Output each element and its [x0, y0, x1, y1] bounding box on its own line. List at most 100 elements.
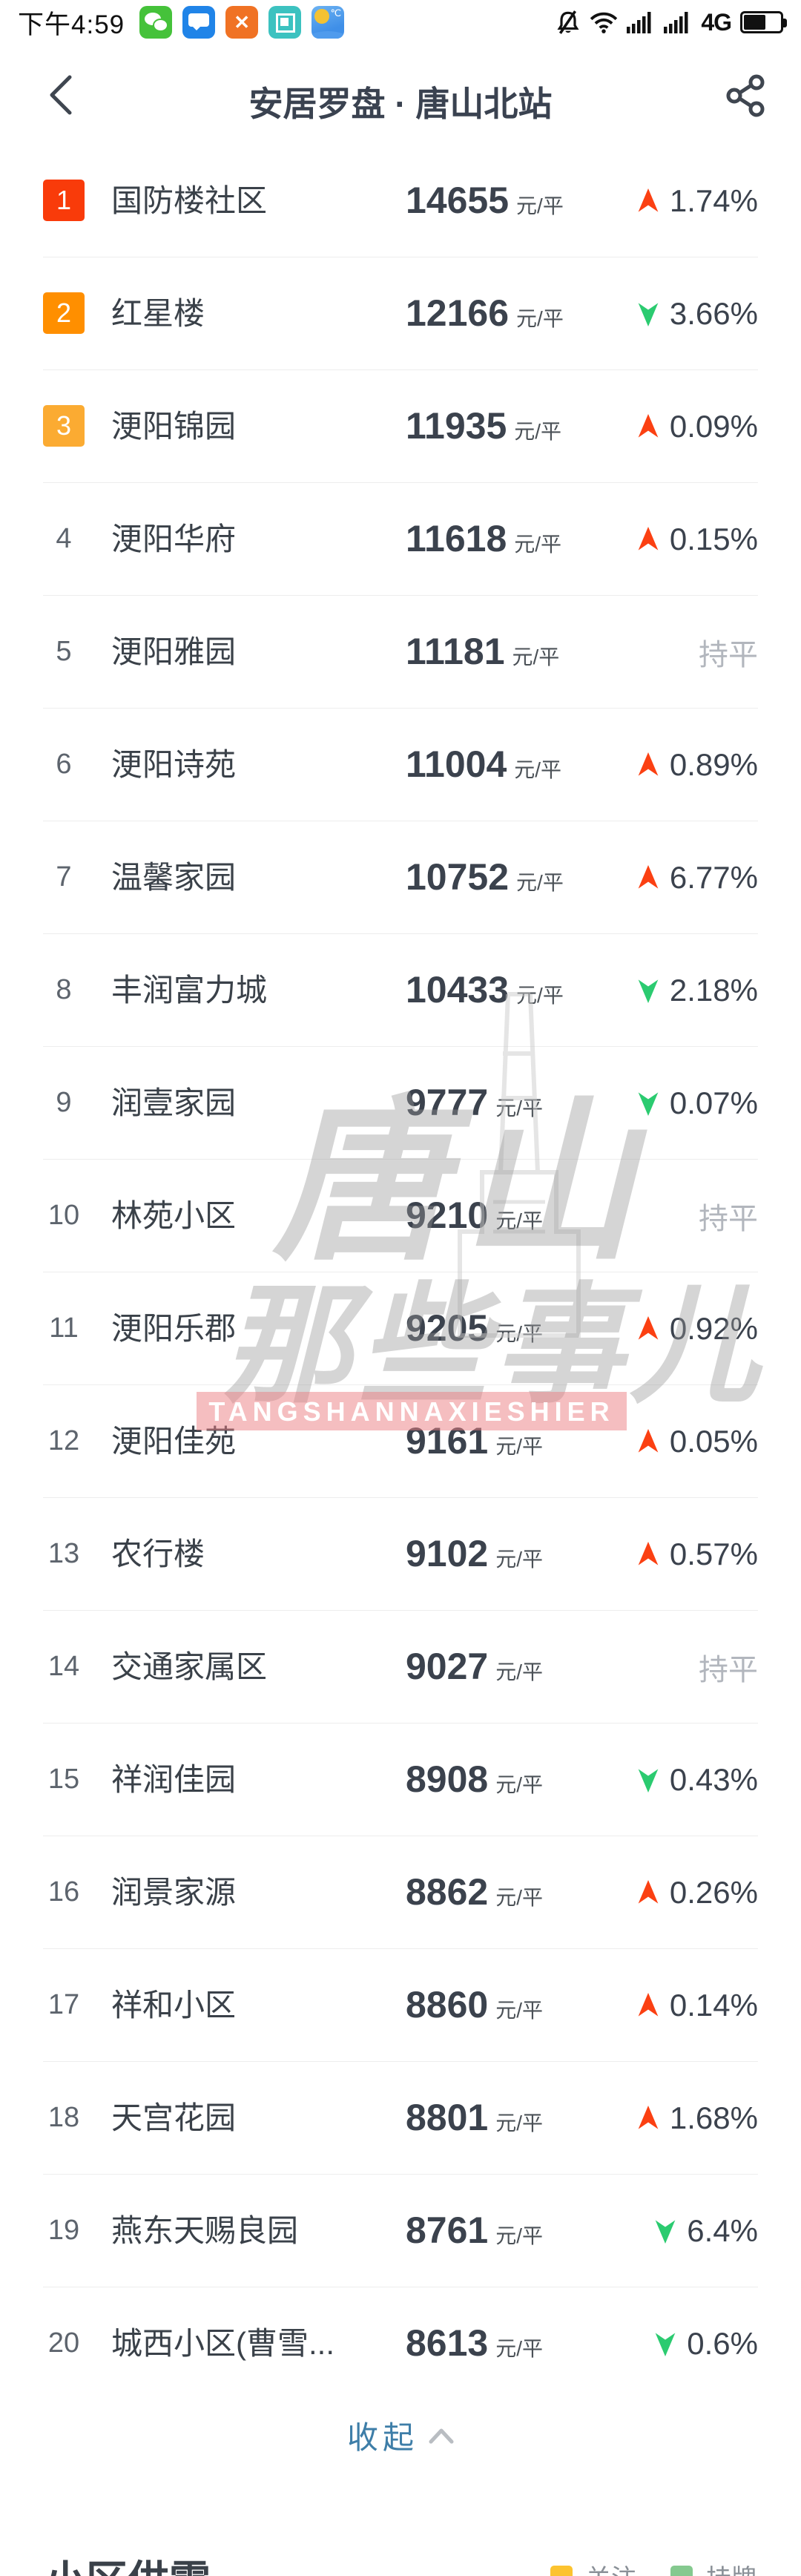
change-percent: 6.77%: [669, 859, 758, 895]
price-cell: 11181 元/平: [406, 596, 559, 708]
list-item[interactable]: 15 祥润佳园 8908 元/平 0.43% 持平: [43, 1724, 758, 1836]
up-arrow-icon: [638, 413, 659, 438]
price-cell: 8761 元/平: [406, 2175, 543, 2287]
back-button[interactable]: [46, 73, 76, 117]
down-arrow-icon: [655, 2219, 676, 2244]
rank-badge: 12: [47, 1425, 80, 1456]
up-arrow-icon: [638, 1541, 659, 1565]
price-cell: 9210 元/平: [406, 1160, 543, 1272]
notification-icons: ℃: [139, 6, 345, 39]
legend-listing-swatch: [670, 2565, 693, 2576]
up-arrow-icon: [638, 752, 659, 776]
price-unit: 元/平: [495, 1435, 544, 1458]
up-arrow-icon: [638, 864, 659, 889]
community-name: 浭阳雅园: [111, 634, 237, 669]
list-item[interactable]: 11 浭阳乐郡 9205 元/平 0.92% 持平: [43, 1272, 758, 1385]
community-name: 浭阳乐郡: [111, 1311, 237, 1346]
price-ranking-list: 1 国防楼社区 14655 元/平 1.74% 持平 2 红星楼: [0, 145, 801, 2399]
price-cell: 11618 元/平: [406, 483, 561, 595]
rank-badge: 5: [56, 636, 72, 667]
rank-badge: 8: [56, 974, 72, 1005]
price-unit: 元/平: [495, 2112, 544, 2135]
price-cell: 9027 元/平: [406, 1611, 543, 1723]
legend-follow-label: 关注: [586, 2558, 636, 2576]
rank-badge: 10: [47, 1200, 80, 1231]
list-item[interactable]: 5 浭阳雅园 11181 元/平 持平: [43, 596, 758, 709]
price-cell: 8613 元/平: [406, 2287, 543, 2399]
rank-badge: 9: [56, 1087, 72, 1118]
flat-label: 持平: [699, 1653, 758, 1686]
list-item[interactable]: 12 浭阳佳苑 9161 元/平 0.05% 持平: [43, 1385, 758, 1498]
list-item[interactable]: 6 浭阳诗苑 11004 元/平 0.89% 持平: [43, 709, 758, 821]
change-percent: 0.14%: [669, 1987, 758, 2023]
change-percent: 1.74%: [669, 183, 758, 218]
price-unit: 元/平: [516, 984, 564, 1007]
price-value: 9210: [406, 1195, 489, 1236]
list-item[interactable]: 7 温馨家园 10752 元/平 6.77% 持平: [43, 821, 758, 934]
up-arrow-icon: [638, 188, 659, 212]
price-unit: 元/平: [514, 420, 562, 443]
mute-icon: [557, 10, 579, 34]
change-cell: 6.77% 持平: [637, 821, 758, 933]
rank-badge: 7: [56, 861, 72, 893]
change-cell: 0.43% 持平: [637, 1724, 758, 1836]
up-arrow-icon: [638, 1315, 659, 1340]
price-cell: 10433 元/平: [406, 934, 564, 1046]
screenshot-icon: [268, 6, 302, 39]
list-item[interactable]: 16 润景家源 8862 元/平 0.26% 持平: [43, 1836, 758, 1949]
list-item[interactable]: 2 红星楼 12166 元/平 3.66% 持平: [43, 257, 758, 370]
collapse-button[interactable]: 收起: [0, 2385, 801, 2485]
price-unit: 元/平: [495, 2337, 544, 2360]
list-item[interactable]: 3 浭阳锦园 11935 元/平 0.09% 持平: [43, 370, 758, 483]
price-value: 14655: [406, 180, 510, 221]
status-bar: 下午4:59 ℃: [0, 0, 801, 42]
list-item[interactable]: 17 祥和小区 8860 元/平 0.14% 持平: [43, 1949, 758, 2062]
share-button[interactable]: [724, 74, 767, 117]
list-item[interactable]: 10 林苑小区 9210 元/平 持平: [43, 1160, 758, 1272]
change-cell: 0.92% 持平: [637, 1272, 758, 1384]
list-item[interactable]: 20 城西小区(曹雪... 8613 元/平 0.6% 持平: [43, 2287, 758, 2399]
change-cell: 持平: [699, 1611, 758, 1723]
change-cell: 2.18% 持平: [637, 934, 758, 1046]
list-item[interactable]: 8 丰润富力城 10433 元/平 2.18% 持平: [43, 934, 758, 1047]
price-value: 12166: [406, 292, 510, 334]
rank-badge: 2: [43, 292, 85, 334]
change-cell: 0.07% 持平: [637, 1047, 758, 1159]
price-value: 8801: [406, 2097, 489, 2138]
wechat-icon: [139, 6, 173, 39]
signal2-icon: [664, 12, 688, 33]
rank-badge: 14: [47, 1651, 80, 1682]
change-cell: 0.15% 持平: [637, 483, 758, 595]
list-item[interactable]: 19 燕东天赐良园 8761 元/平 6.4% 持平: [43, 2175, 758, 2287]
up-arrow-icon: [638, 526, 659, 551]
price-unit: 元/平: [495, 1886, 544, 1909]
nav-header: 安居罗盘 · 唐山北站: [0, 42, 801, 145]
rank-badge: 17: [47, 1989, 80, 2020]
change-percent: 0.26%: [669, 1874, 758, 1910]
community-name: 浭阳锦园: [111, 409, 237, 444]
change-percent: 0.89%: [669, 746, 758, 782]
list-item[interactable]: 4 浭阳华府 11618 元/平 0.15% 持平: [43, 483, 758, 596]
list-item[interactable]: 1 国防楼社区 14655 元/平 1.74% 持平: [43, 145, 758, 257]
price-cell: 8908 元/平: [406, 1724, 543, 1836]
sms-icon: [182, 6, 216, 39]
status-indicators: 4G: [556, 9, 787, 36]
price-value: 11004: [406, 743, 507, 785]
up-arrow-icon: [638, 1428, 659, 1453]
price-cell: 9161 元/平: [406, 1385, 543, 1497]
rank-badge: 6: [56, 749, 72, 780]
community-name: 祥和小区: [111, 1988, 237, 2023]
list-item[interactable]: 9 润壹家园 9777 元/平 0.07% 持平: [43, 1047, 758, 1160]
price-value: 9205: [406, 1307, 489, 1349]
change-percent: 0.43%: [669, 1761, 758, 1797]
price-cell: 11004 元/平: [406, 709, 561, 821]
list-item[interactable]: 18 天宫花园 8801 元/平 1.68% 持平: [43, 2062, 758, 2175]
list-item[interactable]: 14 交通家属区 9027 元/平 持平: [43, 1611, 758, 1724]
price-unit: 元/平: [495, 1322, 544, 1345]
wifi-icon: [590, 12, 618, 33]
list-item[interactable]: 13 农行楼 9102 元/平 0.57% 持平: [43, 1498, 758, 1611]
price-unit: 元/平: [495, 1999, 544, 2022]
rank-badge: 11: [49, 1312, 79, 1344]
price-value: 8908: [406, 1758, 489, 1800]
price-cell: 12166 元/平: [406, 257, 564, 369]
